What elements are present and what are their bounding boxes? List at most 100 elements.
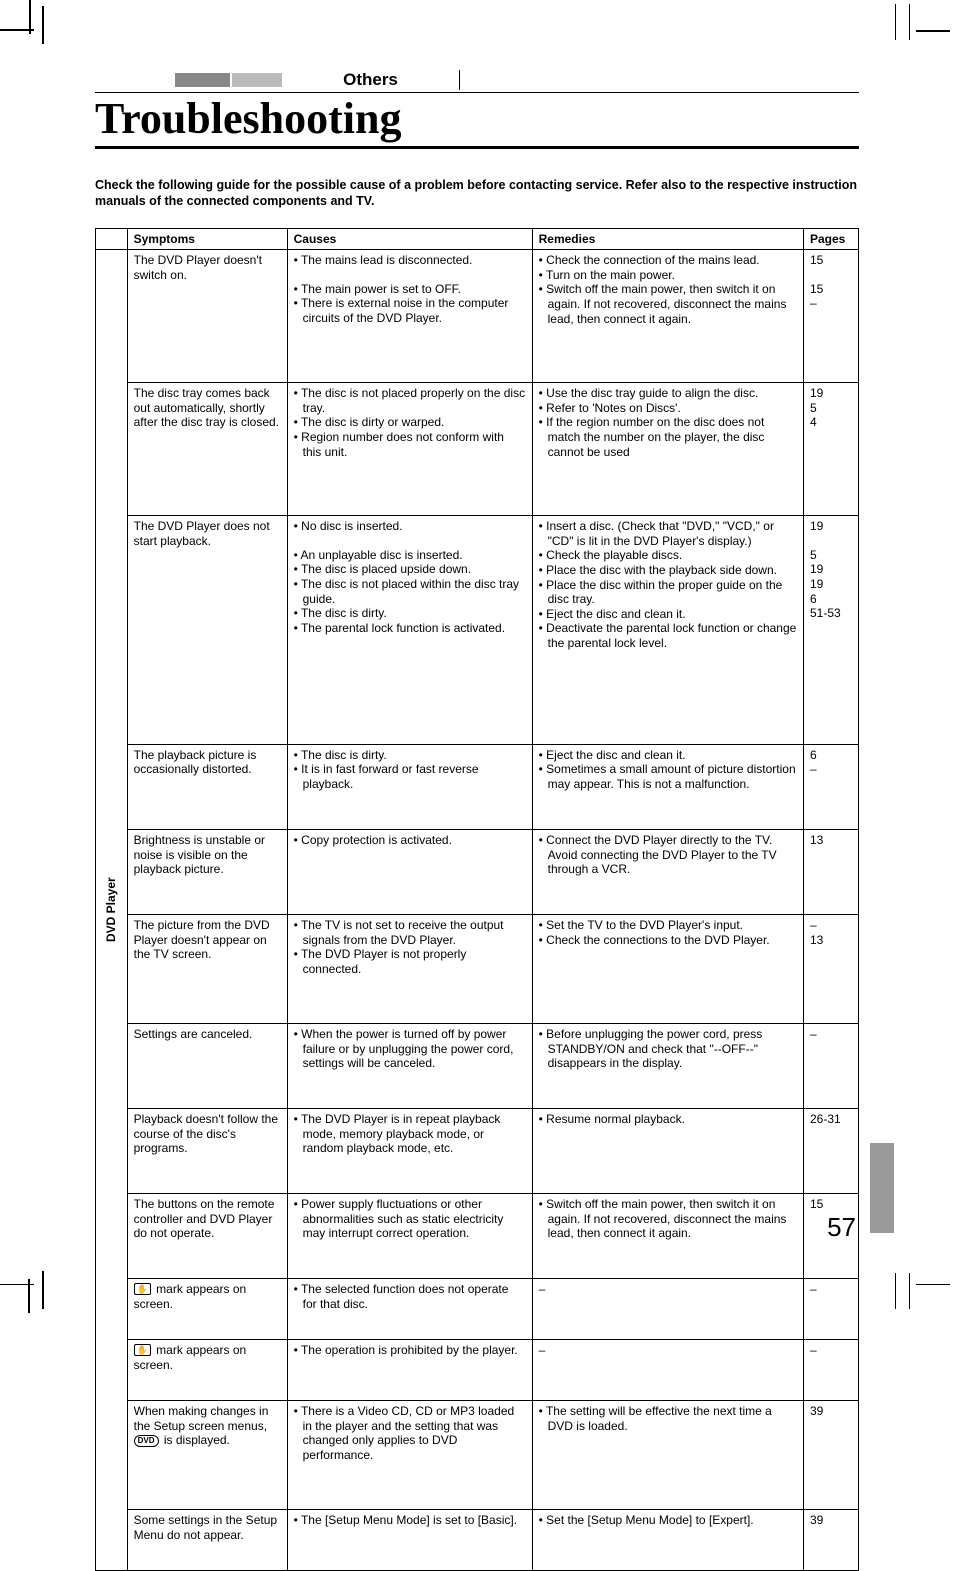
causes-cell: Power supply fluctuations or other abnor… [287, 1193, 532, 1278]
pages-cell: 6– [804, 744, 859, 829]
crop-mark [895, 1273, 897, 1309]
page-ref: 4 [810, 415, 852, 430]
hand-icon: ✋ [134, 1283, 151, 1295]
section-header-bar: Others [175, 70, 460, 90]
page-ref: – [810, 1027, 852, 1042]
table-row: Playback doesn't follow the course of th… [96, 1108, 859, 1193]
page-ref: – [810, 1343, 852, 1358]
cause-item: The mains lead is disconnected. [294, 253, 526, 268]
remedies-cell: – [532, 1278, 803, 1339]
crop-mark [42, 1271, 44, 1309]
page-ref: – [810, 296, 852, 311]
page-ref: 39 [810, 1513, 852, 1528]
symptom-cell: The DVD Player doesn't switch on. [127, 250, 287, 383]
remedies-cell: – [532, 1339, 803, 1400]
symptom-cell: The DVD Player does not start playback. [127, 516, 287, 745]
pages-cell: 39 [804, 1510, 859, 1571]
table-row: The picture from the DVD Player doesn't … [96, 914, 859, 1023]
symptom-cell: The buttons on the remote controller and… [127, 1193, 287, 1278]
crop-mark [0, 1284, 34, 1286]
remedy-item: Use the disc tray guide to align the dis… [539, 386, 797, 401]
cause-item: There is external noise in the computer … [294, 296, 526, 325]
causes-cell: There is a Video CD, CD or MP3 loaded in… [287, 1401, 532, 1510]
cause-item: The disc is not placed within the disc t… [294, 577, 526, 606]
remedies-cell: Switch off the main power, then switch i… [532, 1193, 803, 1278]
remedy-item: Refer to 'Notes on Discs'. [539, 401, 797, 416]
remedy-item: Switch off the main power, then switch i… [539, 282, 797, 326]
table-row: The buttons on the remote controller and… [96, 1193, 859, 1278]
category-label: DVD Player [102, 253, 121, 1566]
troubleshooting-table: Symptoms Causes Remedies Pages DVD Playe… [95, 228, 859, 1571]
cause-item: The disc is placed upside down. [294, 562, 526, 577]
symptom-cell: The playback picture is occasionally dis… [127, 744, 287, 829]
page-ref: 19 [810, 562, 852, 577]
pages-cell: 1954 [804, 383, 859, 516]
cause-item: There is a Video CD, CD or MP3 loaded in… [294, 1404, 526, 1463]
pages-cell: – [804, 1278, 859, 1339]
causes-cell: When the power is turned off by power fa… [287, 1023, 532, 1108]
symptom-cell: The disc tray comes back out automatical… [127, 383, 287, 516]
page-ref: 5 [810, 401, 852, 416]
page-ref: 19 [810, 519, 852, 534]
symptom-cell: When making changes in the Setup screen … [127, 1401, 287, 1510]
remedy-item: Deactivate the parental lock function or… [539, 621, 797, 650]
page-number: 57 [827, 1212, 856, 1243]
remedy-item: Turn on the main power. [539, 268, 797, 283]
cause-item: It is in fast forward or fast reverse pl… [294, 762, 526, 791]
crop-mark [909, 1273, 911, 1309]
causes-cell: The mains lead is disconnected. The main … [287, 250, 532, 383]
header-category [96, 228, 128, 250]
cause-item: Power supply fluctuations or other abnor… [294, 1197, 526, 1241]
table-row: Settings are canceled.When the power is … [96, 1023, 859, 1108]
causes-cell: Copy protection is activated. [287, 829, 532, 914]
intro-text: Check the following guide for the possib… [95, 177, 859, 210]
causes-cell: The selected function does not operate f… [287, 1278, 532, 1339]
crop-mark [916, 1284, 950, 1286]
remedy-item: The setting will be effective the next t… [539, 1404, 797, 1433]
header-remedies: Remedies [532, 228, 803, 250]
table-row: ✋ mark appears on screen.The operation i… [96, 1339, 859, 1400]
cause-item: An unplayable disc is inserted. [294, 548, 526, 563]
pages-cell: 13 [804, 829, 859, 914]
remedy-item: Before unplugging the power cord, press … [539, 1027, 797, 1071]
cause-item: The main power is set to OFF. [294, 282, 526, 297]
remedy-item: Place the disc with the playback side do… [539, 563, 797, 578]
remedy-item: Set the [Setup Menu Mode] to [Expert]. [539, 1513, 797, 1528]
section-label: Others [282, 70, 460, 90]
crop-mark [909, 4, 911, 40]
page-ref: 39 [810, 1404, 852, 1419]
remedy-item: Insert a disc. (Check that "DVD," "VCD,"… [539, 519, 797, 548]
cause-item: The disc is dirty or warped. [294, 415, 526, 430]
remedy-item: If the region number on the disc does no… [539, 415, 797, 459]
cause-item: The DVD Player is in repeat playback mod… [294, 1112, 526, 1156]
remedies-cell: Use the disc tray guide to align the dis… [532, 383, 803, 516]
cause-item: The DVD Player is not properly connected… [294, 947, 526, 976]
page-ref: – [810, 918, 852, 933]
symptom-cell: ✋ mark appears on screen. [127, 1339, 287, 1400]
table-row: The playback picture is occasionally dis… [96, 744, 859, 829]
cause-item: Region number does not conform with this… [294, 430, 526, 459]
causes-cell: The disc is not placed properly on the d… [287, 383, 532, 516]
pages-cell: 1951919651-53 [804, 516, 859, 745]
remedies-cell: Resume normal playback. [532, 1108, 803, 1193]
cause-item: Copy protection is activated. [294, 833, 526, 848]
page-ref: 13 [810, 833, 852, 848]
table-row: ✋ mark appears on screen.The selected fu… [96, 1278, 859, 1339]
cause-item: The disc is dirty. [294, 606, 526, 621]
remedies-cell: Connect the DVD Player directly to the T… [532, 829, 803, 914]
page-ref: 19 [810, 577, 852, 592]
cause-item: The parental lock function is activated. [294, 621, 526, 636]
bar-segment [232, 73, 282, 87]
bar-segment [175, 73, 230, 87]
symptom-cell: Some settings in the Setup Menu do not a… [127, 1510, 287, 1571]
cause-item: The disc is not placed properly on the d… [294, 386, 526, 415]
pages-cell: –13 [804, 914, 859, 1023]
remedies-cell: Check the connection of the mains lead.T… [532, 250, 803, 383]
page-ref: 6 [810, 748, 852, 763]
hand-icon: ✋ [134, 1344, 151, 1356]
page-title: Troubleshooting [95, 92, 859, 149]
remedy-item: Check the connections to the DVD Player. [539, 933, 797, 948]
crop-mark [0, 29, 34, 31]
remedy-item: Place the disc within the proper guide o… [539, 578, 797, 607]
cause-item: No disc is inserted. [294, 519, 526, 534]
